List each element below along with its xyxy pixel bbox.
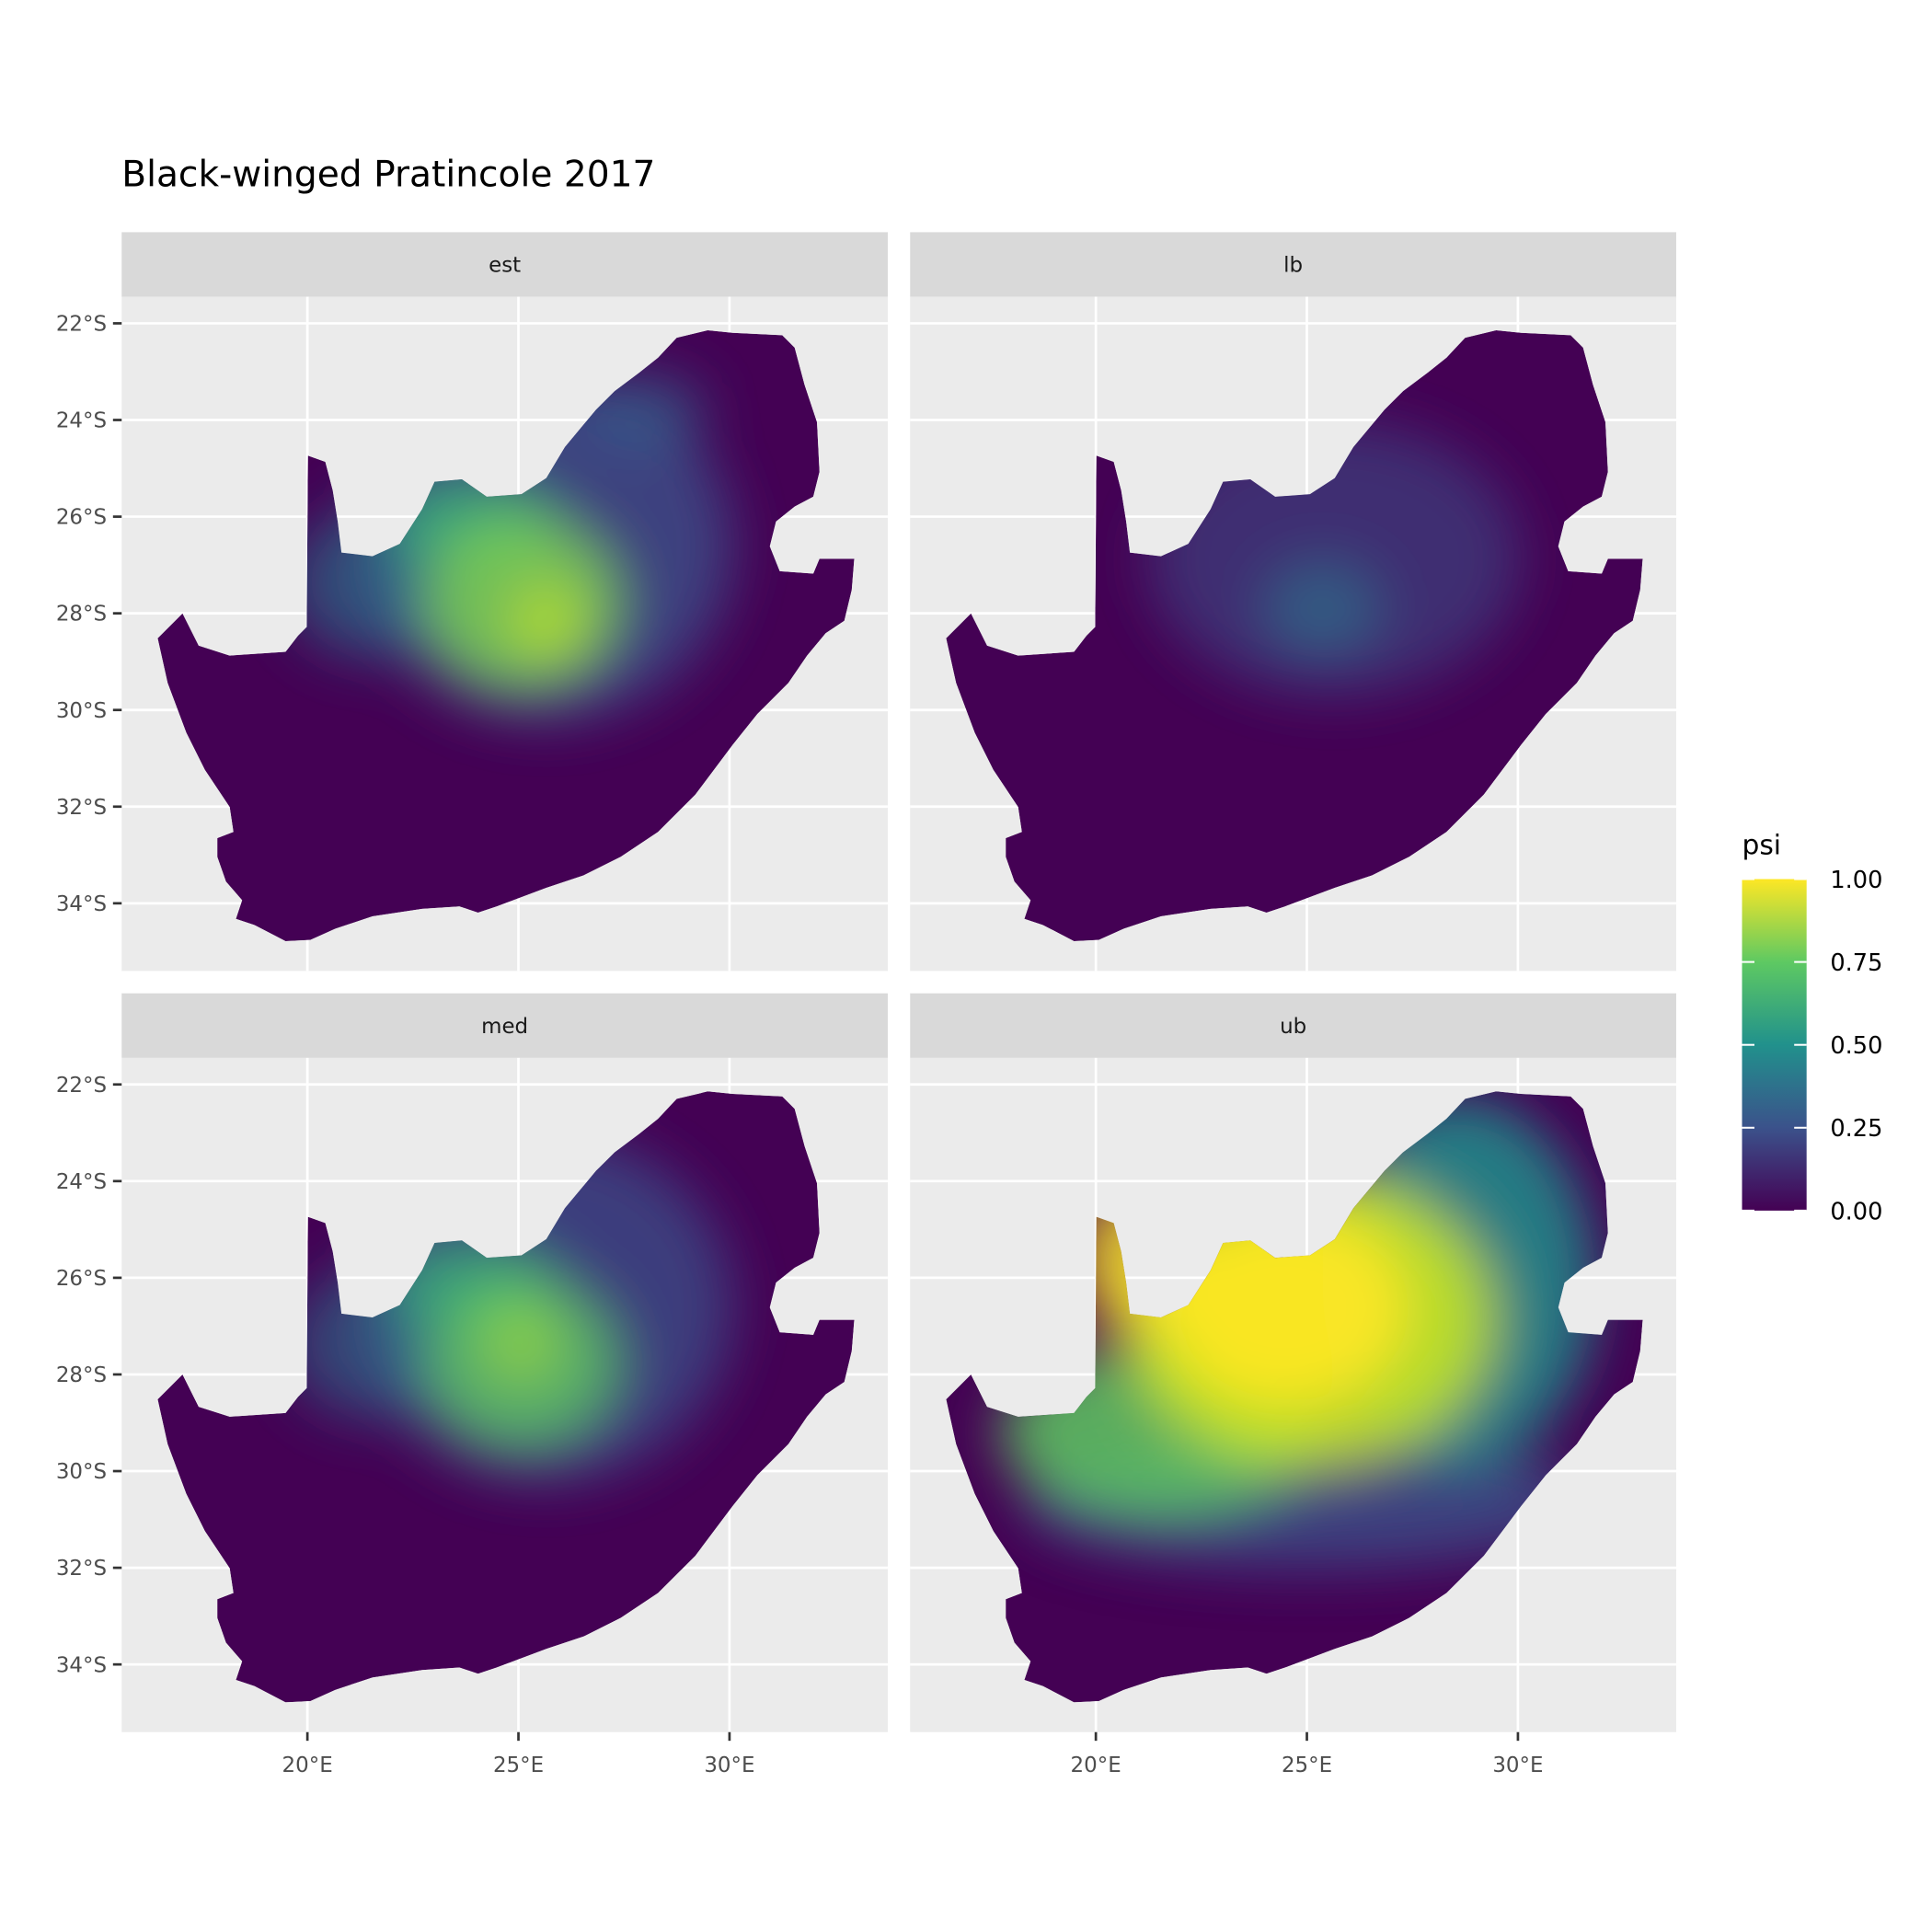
legend-tick-label: 0.50 <box>1830 1032 1882 1060</box>
x-tick-label: 30°E <box>704 1754 754 1777</box>
y-tick-label: 34°S <box>56 1653 107 1677</box>
x-tick-label: 25°E <box>493 1754 544 1777</box>
legend-tick-label: 1.00 <box>1830 867 1882 894</box>
strip-label: ub <box>1280 1015 1306 1039</box>
x-tick-label: 30°E <box>1492 1754 1543 1777</box>
legend-tick-label: 0.75 <box>1830 949 1882 977</box>
y-tick-label: 22°S <box>56 313 107 337</box>
strip <box>121 232 888 297</box>
y-tick-label: 34°S <box>56 892 107 916</box>
strip-label: est <box>489 254 521 278</box>
strip <box>910 993 1676 1058</box>
strip-label: med <box>481 1015 528 1039</box>
legend-tick-label: 0.25 <box>1830 1115 1882 1143</box>
y-tick-label: 26°S <box>56 1267 107 1291</box>
strip <box>121 993 888 1058</box>
legend: psi 0.00 0.25 0.50 0.75 1.00 <box>1742 830 1882 1225</box>
legend-tick-label: 0.00 <box>1830 1198 1882 1225</box>
y-tick-label: 22°S <box>56 1074 107 1098</box>
x-tick-label: 25°E <box>1282 1754 1332 1777</box>
y-tick-label: 32°S <box>56 796 107 820</box>
strip <box>910 232 1676 297</box>
y-tick-label: 26°S <box>56 506 107 530</box>
legend-title: psi <box>1742 830 1782 862</box>
y-tick-label: 24°S <box>56 1170 107 1194</box>
y-tick-label: 32°S <box>56 1557 107 1581</box>
x-tick-label: 20°E <box>282 1754 333 1777</box>
y-tick-label: 30°S <box>56 699 107 723</box>
strip-label: lb <box>1283 254 1303 278</box>
y-tick-label: 24°S <box>56 409 107 433</box>
x-tick-label: 20°E <box>1071 1754 1121 1777</box>
map-lb <box>946 329 1643 942</box>
chart-title: Black-winged Pratincole 2017 <box>121 154 655 195</box>
y-tick-label: 28°S <box>56 603 107 627</box>
y-tick-label: 28°S <box>56 1363 107 1387</box>
y-tick-label: 30°S <box>56 1460 107 1484</box>
